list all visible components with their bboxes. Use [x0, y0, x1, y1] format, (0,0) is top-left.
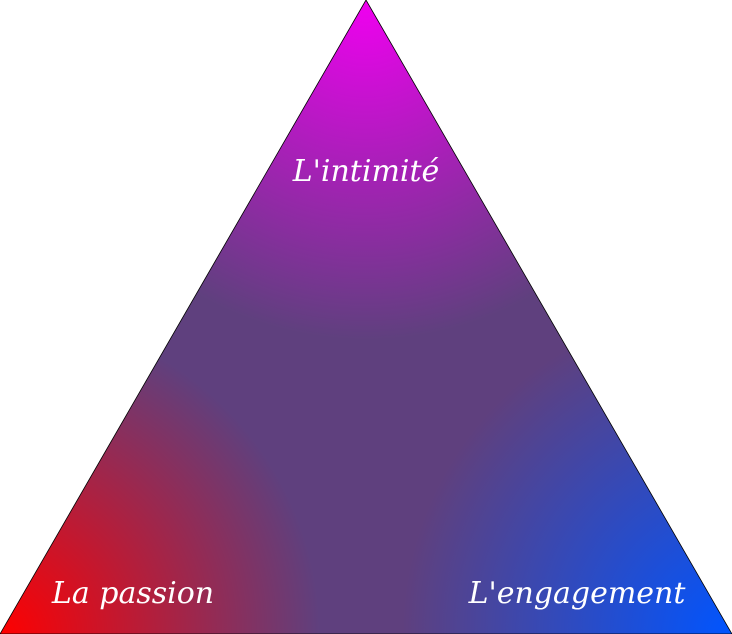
- label-intimacy: L'intimité: [292, 154, 440, 189]
- label-passion: La passion: [51, 576, 214, 611]
- label-commitment: L'engagement: [468, 576, 687, 611]
